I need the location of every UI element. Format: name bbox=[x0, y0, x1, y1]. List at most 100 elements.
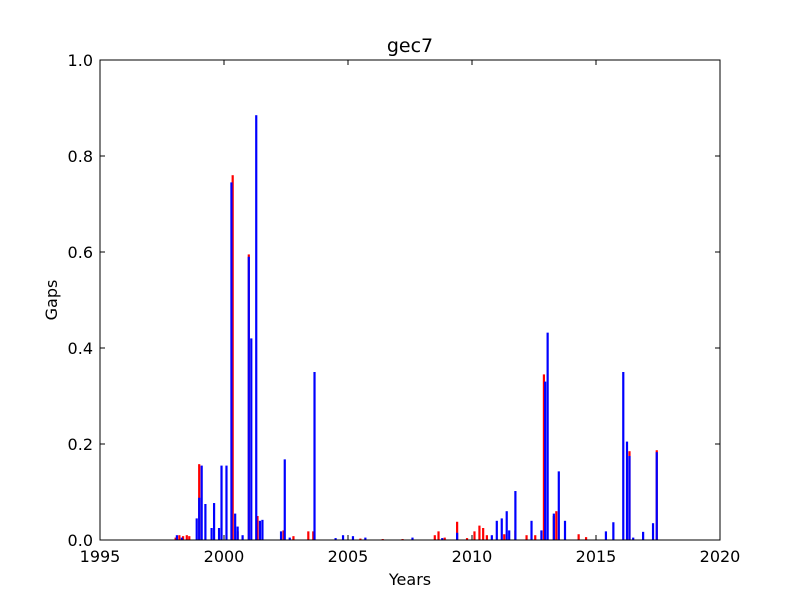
y-tick-label: 0.4 bbox=[68, 339, 93, 358]
bar-blue bbox=[557, 471, 560, 540]
bar-blue bbox=[234, 513, 237, 540]
bar-red bbox=[256, 516, 259, 540]
bar-blue bbox=[283, 459, 286, 540]
bar-blue bbox=[546, 332, 549, 540]
bar-red bbox=[359, 538, 362, 540]
bar-blue bbox=[250, 338, 253, 540]
bar-red bbox=[478, 525, 481, 540]
bar-blue bbox=[261, 519, 264, 540]
x-tick-label: 2005 bbox=[328, 547, 369, 566]
y-tick-label: 0.2 bbox=[68, 435, 93, 454]
bar-blue bbox=[456, 532, 459, 540]
bar-blue bbox=[195, 518, 198, 540]
bar-blue bbox=[490, 535, 493, 540]
bar-blue bbox=[505, 511, 508, 540]
bar-red bbox=[282, 530, 285, 540]
bar-blue bbox=[230, 182, 233, 540]
bar-blue bbox=[351, 536, 355, 540]
x-axis-title: Years bbox=[388, 570, 431, 589]
x-tick-label: 2000 bbox=[204, 547, 245, 566]
bar-blue bbox=[563, 520, 567, 540]
bar-blue bbox=[514, 491, 517, 540]
plot-frame bbox=[99, 59, 721, 541]
bar-blue bbox=[198, 497, 201, 540]
bar-red bbox=[542, 374, 546, 540]
bar-red bbox=[185, 535, 188, 540]
bar-blue bbox=[200, 465, 203, 540]
bar-blue bbox=[544, 381, 547, 540]
bar-blue bbox=[210, 528, 213, 540]
bar-blue bbox=[236, 526, 239, 540]
chart-title: gec7 bbox=[387, 35, 433, 57]
bar-red bbox=[174, 537, 177, 540]
ticks-group: 1995 2000 2005 2010 2015 2020 0.0 0.2 0.4 0.6 0.8 1… bbox=[68, 51, 741, 566]
y-tick-label: 1.0 bbox=[68, 51, 93, 70]
bar-blue bbox=[540, 530, 543, 540]
bar-blue bbox=[334, 538, 337, 540]
bar-blue bbox=[341, 535, 345, 540]
bar-blue bbox=[204, 504, 207, 540]
bar-red bbox=[473, 531, 476, 540]
bars-group bbox=[174, 115, 658, 540]
y-axis-title: Gaps bbox=[42, 280, 61, 321]
y-tick-label: 0.8 bbox=[68, 147, 93, 166]
bar-blue bbox=[441, 538, 444, 540]
bar-red bbox=[433, 535, 436, 540]
bar-red bbox=[456, 521, 459, 540]
bar-blue bbox=[508, 530, 511, 540]
bar-blue bbox=[288, 537, 291, 540]
bar-blue bbox=[530, 520, 533, 540]
x-tick-label: 1995 bbox=[80, 547, 121, 566]
bar-red bbox=[485, 535, 488, 540]
bar-blue bbox=[180, 537, 183, 540]
bar-red bbox=[555, 511, 558, 540]
bar-blue bbox=[258, 520, 262, 540]
x-tick-label: 2010 bbox=[452, 547, 493, 566]
bar-blue bbox=[313, 372, 316, 540]
bar-blue bbox=[655, 452, 658, 540]
bar-blue bbox=[625, 441, 629, 540]
bar-blue bbox=[175, 535, 178, 540]
y-tick-label: 0.6 bbox=[68, 243, 93, 262]
bar-red bbox=[443, 537, 446, 540]
bar-blue bbox=[612, 522, 615, 540]
bar-blue bbox=[247, 256, 250, 540]
bar-red bbox=[292, 536, 295, 540]
bar-blue bbox=[622, 372, 625, 540]
bar-blue bbox=[628, 456, 631, 540]
bar-blue bbox=[225, 465, 228, 540]
bar-red bbox=[584, 537, 588, 540]
bar-blue bbox=[604, 531, 608, 540]
bar-blue bbox=[217, 528, 221, 540]
bar-red bbox=[525, 535, 528, 540]
bar-red bbox=[465, 538, 469, 540]
bar-red bbox=[307, 531, 310, 540]
bar-red bbox=[188, 536, 191, 540]
bar-red bbox=[312, 531, 315, 540]
bar-blue bbox=[212, 503, 216, 540]
bar-blue bbox=[495, 520, 498, 540]
y-tick-label: 0.0 bbox=[68, 531, 93, 550]
x-tick-label: 2015 bbox=[576, 547, 617, 566]
bar-blue bbox=[279, 531, 283, 540]
bar-red bbox=[577, 534, 580, 540]
bar-blue bbox=[632, 537, 635, 540]
bar-red bbox=[534, 535, 537, 540]
bar-blue bbox=[255, 115, 258, 540]
bar-red bbox=[437, 531, 440, 540]
bar-red bbox=[231, 175, 234, 540]
bar-blue bbox=[364, 537, 367, 540]
bar-blue bbox=[241, 535, 244, 540]
bar-blue bbox=[500, 518, 503, 540]
bar-blue bbox=[411, 537, 414, 540]
bar-blue bbox=[642, 531, 645, 540]
bar-red bbox=[178, 535, 181, 540]
bar-red bbox=[181, 536, 185, 540]
bar-red bbox=[503, 534, 506, 540]
bar-blue bbox=[220, 465, 223, 540]
bar-red bbox=[482, 528, 485, 540]
x-tick-label: 2020 bbox=[700, 547, 741, 566]
bar-blue bbox=[651, 523, 655, 540]
bar-blue bbox=[552, 513, 555, 540]
